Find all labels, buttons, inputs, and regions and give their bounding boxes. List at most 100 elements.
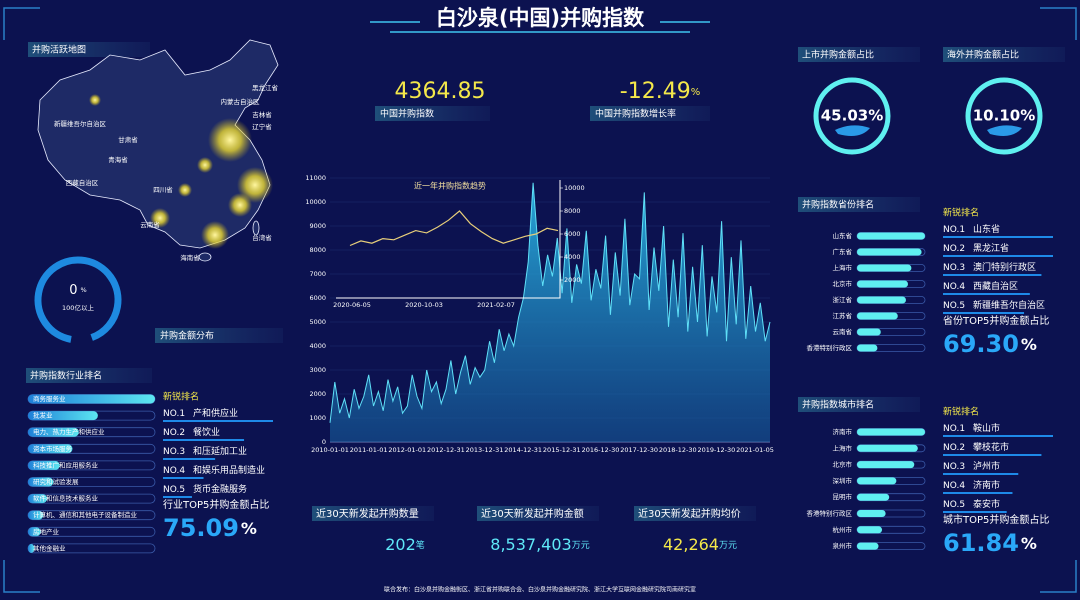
new-rank-bar (163, 420, 273, 422)
bar-label: 深圳市 (833, 476, 853, 485)
y-tick-label: 5000 (309, 318, 326, 326)
rank: NO.3 (943, 462, 965, 472)
bar-label: 北京市 (833, 279, 853, 288)
bar-label: 软件和信息技术服务业 (33, 494, 99, 503)
new-rank-bar (943, 435, 1053, 437)
map-label: 吉林省 (252, 110, 272, 119)
new-rank-title: 新锐排名 (943, 406, 979, 418)
bar (857, 264, 912, 272)
map-label: 台湾省 (252, 233, 272, 242)
new-rank-row: NO.2 餐饮业 (163, 426, 220, 438)
rank-name: 澳门特别行政区 (973, 261, 1036, 273)
new-rank-row: NO.1 鞍山市 (943, 422, 1000, 434)
x-tick-label: 2011-01-01 (350, 446, 388, 454)
bar-label: 商务服务业 (33, 394, 66, 403)
bar-label: 其他金融业 (33, 543, 66, 552)
share-unit: % (1021, 335, 1037, 354)
rank-name: 泰安市 (973, 498, 1000, 510)
hotspots (89, 94, 273, 249)
new-rank-row: NO.5 货币金融服务 (163, 483, 247, 495)
inset-y-tick-label: 8000 (564, 207, 581, 215)
new-rank-bar (163, 439, 245, 441)
generated: 0 1000 2000 3000 4000 5000 6000 7000 8000 9000 100… (27, 174, 1053, 557)
x-tick-label: 2012-01-01 (388, 446, 426, 454)
bar (28, 543, 35, 553)
ring-value: 45.03% (821, 107, 883, 125)
bar-label: 香港特别行政区 (807, 343, 853, 352)
new-rank-row: NO.3 泸州市 (943, 460, 1000, 472)
rank-name: 鞍山市 (973, 422, 1000, 434)
rank: NO.5 (163, 485, 185, 495)
y-tick-label: 1000 (309, 414, 326, 422)
share-number: 61.84 (943, 529, 1019, 557)
bar (857, 328, 881, 336)
rank-name: 餐饮业 (193, 426, 220, 438)
bar (28, 411, 98, 421)
new-rank-bar (943, 293, 1030, 295)
index-label: 中国并购指数 (380, 108, 434, 120)
share-number: 75.09 (163, 514, 239, 542)
ring (813, 77, 891, 155)
section-header (26, 368, 152, 383)
rank: NO.4 (943, 481, 965, 491)
new-rank-row: NO.5 新疆维吾尔自治区 (943, 299, 1045, 311)
y-tick-label: 2000 (309, 390, 326, 398)
rank: NO.4 (943, 282, 965, 292)
rank: NO.1 (943, 424, 965, 434)
bar-label: 山东省 (833, 231, 853, 240)
inset-line (349, 210, 559, 247)
area-line (329, 182, 771, 423)
bottom-kpis (312, 506, 756, 521)
share-label: 省份TOP5并购金额占比 (943, 314, 1049, 327)
bar-label: 上海市 (833, 263, 853, 272)
rank-name: 攀枝花市 (973, 441, 1009, 453)
bar-label: 济南市 (833, 427, 853, 436)
rank: NO.5 (943, 301, 965, 311)
share-value: 75.09% (163, 514, 257, 542)
bar-label: 泉州市 (833, 541, 853, 550)
inset-frame (336, 180, 561, 299)
bar (857, 526, 883, 534)
new-rank-row: NO.4 西藏自治区 (943, 280, 1018, 292)
rank: NO.2 (163, 428, 185, 438)
new-rank-bar (943, 274, 1042, 276)
area (330, 182, 770, 443)
inset-y-tick-label: 4000 (564, 253, 581, 261)
y-tick-label: 0 (322, 438, 326, 446)
new-rank-title: 新锐排名 (163, 391, 199, 403)
new-rank-bar (163, 496, 192, 498)
bar-label: 上海市 (833, 443, 853, 452)
gauge-label: 100亿以上 (62, 303, 94, 312)
bar-label: 科技推广和应用服务业 (33, 460, 99, 469)
bar-label: 云南省 (833, 327, 853, 336)
new-rank-bar (163, 458, 216, 460)
bar (857, 510, 886, 517)
taiwan (252, 220, 260, 236)
x-tick-label: 2018-12-30 (659, 446, 697, 454)
bar-label: 江苏省 (833, 311, 853, 320)
ring (965, 77, 1043, 155)
new-rank-row: NO.4 和娱乐用品制造业 (163, 464, 265, 476)
map-label: 云南省 (140, 220, 160, 229)
section-title: 上市并购金额占比 (802, 49, 874, 61)
rank-name: 泸州市 (973, 460, 1000, 472)
share-label: 城市TOP5并购金额占比 (943, 513, 1049, 526)
kpi-label: 近30天新发起并购金额 (481, 507, 584, 520)
inset-y-tick-label: 10000 (564, 184, 585, 192)
section-title: 并购指数省份排名 (802, 199, 874, 211)
share-value: 61.84% (943, 529, 1037, 557)
map-label: 内蒙古自治区 (221, 97, 261, 106)
bar-label: 研究和试验发展 (33, 477, 79, 486)
bar (857, 280, 908, 288)
new-rank-bar (943, 312, 1025, 314)
inset-x-tick-label: 2020-06-05 (333, 301, 371, 309)
y-tick-label: 7000 (309, 270, 326, 278)
new-rank-bar (943, 236, 1053, 238)
share-number: 69.30 (943, 330, 1019, 358)
frame (3, 7, 1077, 593)
bar (28, 527, 41, 537)
section-title: 并购活跃地图 (32, 44, 86, 56)
section-title: 并购金额分布 (160, 330, 214, 342)
x-tick-label: 2021-01-05 (736, 446, 774, 454)
bar-label: 浙江省 (833, 295, 853, 304)
